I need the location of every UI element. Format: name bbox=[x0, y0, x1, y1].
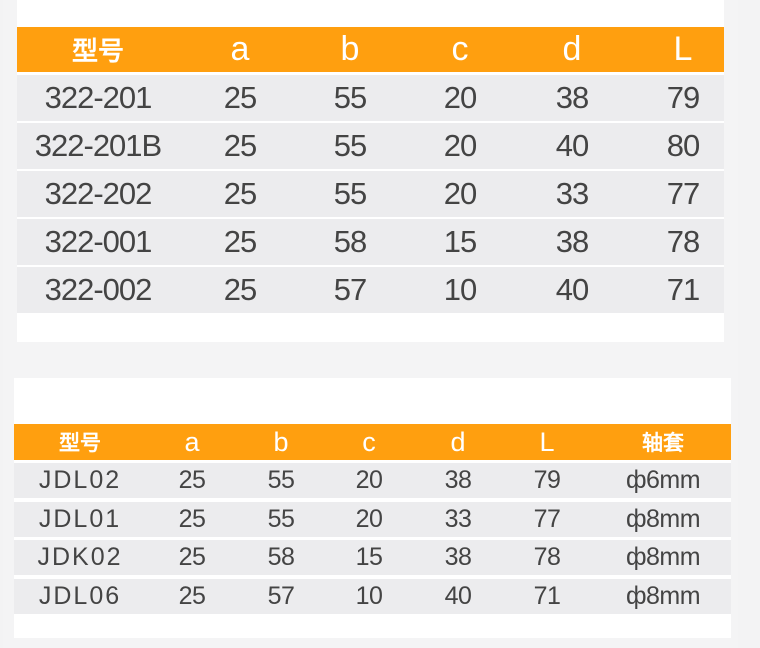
column-header: a bbox=[230, 30, 250, 68]
table-row: 322-201B 25 55 20 40 80 bbox=[17, 123, 724, 169]
value-cell: 58 bbox=[333, 224, 367, 259]
value-cell: 20 bbox=[355, 504, 383, 533]
value-cell: 20 bbox=[443, 80, 477, 115]
column-header: 型号 bbox=[59, 432, 101, 455]
column-header: d bbox=[562, 30, 582, 68]
value-cell: 78 bbox=[533, 543, 561, 571]
column-header: L bbox=[539, 426, 555, 457]
value-cell: 77 bbox=[666, 176, 700, 211]
value-cell: ф8mm bbox=[625, 581, 701, 610]
table-header: 型号 a b c d L bbox=[17, 27, 724, 72]
value-cell: 77 bbox=[533, 504, 561, 533]
column-header: 型号 bbox=[71, 36, 125, 66]
model-cell: JDL01 bbox=[38, 504, 122, 533]
table-row: 322-002 25 57 10 40 71 bbox=[17, 267, 724, 313]
value-cell: 57 bbox=[267, 581, 295, 610]
column-header: c bbox=[451, 30, 469, 68]
spec-table-2: 型号 a b c d L 轴套 JDL02 25 55 20 38 79 ф6mm JDL01 25 55 20 3… bbox=[14, 378, 731, 638]
table-header: 型号 a b c d L 轴套 bbox=[14, 424, 731, 460]
table-row: 322-202 25 55 20 33 77 bbox=[17, 171, 724, 217]
table-row: JDK02 25 58 15 38 78 ф8mm bbox=[14, 540, 731, 575]
column-header: 轴套 bbox=[642, 432, 684, 455]
column-header: b bbox=[273, 426, 289, 457]
value-cell: 20 bbox=[443, 176, 477, 211]
value-cell: 15 bbox=[443, 224, 477, 259]
value-cell: 20 bbox=[443, 128, 477, 163]
value-cell: 25 bbox=[178, 543, 206, 571]
model-cell: 322-201 bbox=[44, 80, 153, 115]
value-cell: 55 bbox=[267, 466, 295, 494]
value-cell: 33 bbox=[444, 504, 472, 533]
column-header: b bbox=[340, 30, 360, 68]
model-cell: 322-002 bbox=[44, 272, 153, 307]
value-cell: 33 bbox=[555, 176, 589, 211]
model-cell: JDK02 bbox=[37, 543, 123, 571]
value-cell: 71 bbox=[533, 581, 561, 610]
value-cell: 25 bbox=[223, 224, 257, 259]
table-row: JDL02 25 55 20 38 79 ф6mm bbox=[14, 463, 731, 498]
model-cell: 322-201B bbox=[34, 128, 162, 163]
value-cell: 40 bbox=[555, 128, 589, 163]
value-cell: 10 bbox=[355, 581, 383, 610]
model-cell: 322-001 bbox=[44, 224, 153, 259]
table-row: JDL06 25 57 10 40 71 ф8mm bbox=[14, 578, 731, 614]
value-cell: 79 bbox=[666, 80, 700, 115]
value-cell: 25 bbox=[178, 504, 206, 533]
value-cell: 55 bbox=[333, 128, 367, 163]
table-row: JDL01 25 55 20 33 77 ф8mm bbox=[14, 501, 731, 537]
value-cell: 38 bbox=[555, 80, 589, 115]
value-cell: 25 bbox=[223, 272, 257, 307]
value-cell: 10 bbox=[443, 272, 477, 307]
spec-table-1: 型号 a b c d L 322-201 25 55 20 38 79 322-201B 25 55 20 40… bbox=[17, 0, 724, 342]
value-cell: 71 bbox=[666, 272, 700, 307]
table-row: 322-001 25 58 15 38 78 bbox=[17, 219, 724, 265]
value-cell: 79 bbox=[533, 466, 561, 494]
value-cell: 25 bbox=[223, 128, 257, 163]
value-cell: ф8mm bbox=[625, 543, 701, 571]
value-cell: ф6mm bbox=[625, 466, 701, 494]
column-header: a bbox=[184, 426, 200, 457]
value-cell: 25 bbox=[223, 80, 257, 115]
value-cell: 78 bbox=[666, 224, 700, 259]
value-cell: 55 bbox=[333, 176, 367, 211]
column-header: c bbox=[362, 426, 376, 457]
model-cell: JDL06 bbox=[38, 581, 122, 610]
value-cell: 25 bbox=[178, 581, 206, 610]
value-cell: 55 bbox=[267, 504, 295, 533]
value-cell: 25 bbox=[178, 466, 206, 494]
value-cell: 40 bbox=[444, 581, 472, 610]
value-cell: 15 bbox=[355, 543, 383, 571]
value-cell: 38 bbox=[555, 224, 589, 259]
table-row: 322-201 25 55 20 38 79 bbox=[17, 75, 724, 121]
model-cell: JDL02 bbox=[38, 466, 122, 494]
value-cell: 25 bbox=[223, 176, 257, 211]
model-cell: 322-202 bbox=[44, 176, 153, 211]
value-cell: 40 bbox=[555, 272, 589, 307]
value-cell: 38 bbox=[444, 543, 472, 571]
value-cell: 55 bbox=[333, 80, 367, 115]
value-cell: 80 bbox=[666, 128, 700, 163]
value-cell: 38 bbox=[444, 466, 472, 494]
value-cell: 57 bbox=[333, 272, 367, 307]
column-header: d bbox=[450, 426, 466, 457]
column-header: L bbox=[673, 30, 693, 68]
value-cell: ф8mm bbox=[625, 504, 701, 533]
value-cell: 58 bbox=[267, 543, 295, 571]
value-cell: 20 bbox=[355, 466, 383, 494]
